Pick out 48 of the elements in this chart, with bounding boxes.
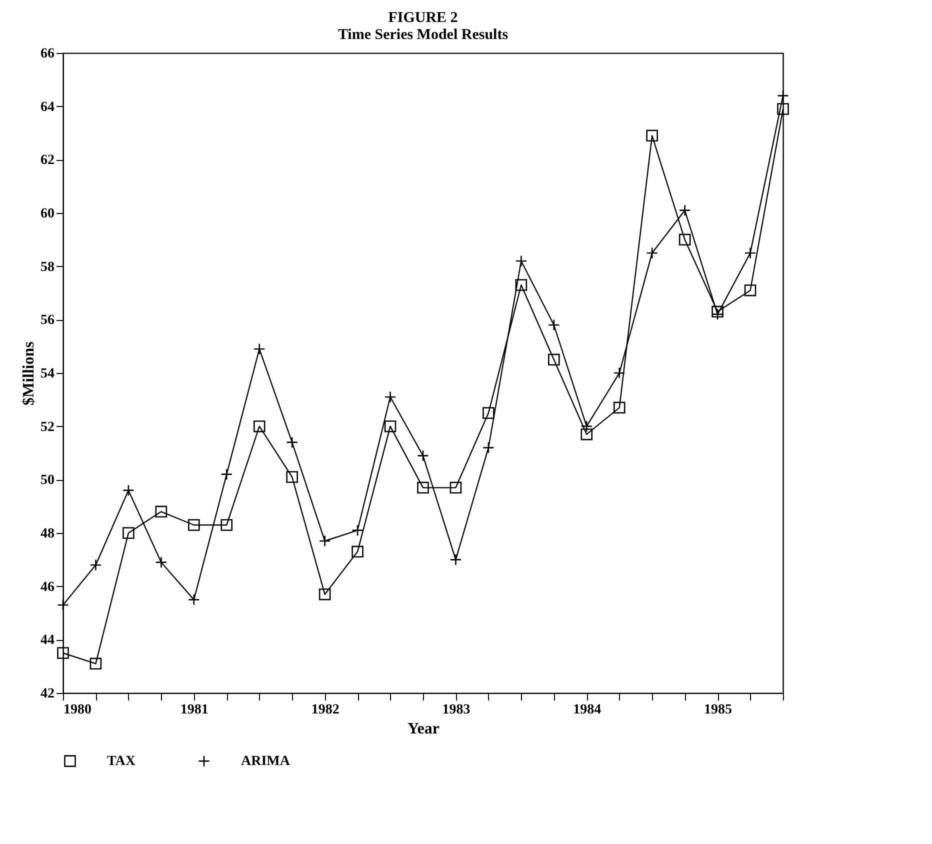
x-tick-label: 1981 — [180, 702, 208, 718]
point — [678, 234, 691, 246]
x-tick-label: 1985 — [704, 702, 732, 718]
x-tick-label: 1984 — [573, 702, 602, 718]
point — [155, 506, 168, 518]
point — [613, 402, 626, 414]
point — [90, 658, 102, 670]
x-axis-title: Year — [408, 720, 440, 738]
y-tick-label: 54 — [40, 366, 54, 382]
point — [712, 306, 724, 318]
point — [646, 130, 658, 142]
y-tick-label: 44 — [40, 633, 54, 648]
x-tick-label: 1980 — [64, 702, 92, 718]
point — [253, 420, 266, 432]
point — [515, 279, 528, 291]
point — [548, 354, 560, 366]
y-tick-label: 64 — [40, 100, 54, 115]
point — [777, 103, 789, 115]
point — [450, 482, 462, 494]
point — [57, 647, 69, 659]
point — [482, 407, 494, 419]
chart-subtitle: Time Series Model Results — [338, 27, 508, 43]
legend-label: TAX — [107, 754, 136, 770]
y-tick-label: 52 — [40, 420, 54, 435]
y-tick-label: 56 — [40, 313, 54, 328]
point — [188, 519, 200, 531]
point — [122, 527, 134, 539]
point — [580, 428, 593, 440]
y-tick-label: 42 — [40, 686, 54, 702]
y-tick-label: 58 — [40, 260, 54, 275]
y-tick-label: 66 — [40, 46, 54, 62]
y-tick-label: 62 — [40, 153, 54, 168]
chart-title: FIGURE 2 — [388, 10, 458, 26]
point — [220, 519, 233, 531]
y-tick-label: 60 — [40, 206, 54, 222]
y-tick-label: 48 — [40, 526, 54, 542]
legend-label: ARIMA — [241, 754, 291, 770]
x-tick-label: 1982 — [311, 702, 340, 718]
y-axis-title: $Millions — [20, 341, 38, 406]
y-tick-label: 50 — [40, 473, 54, 488]
y-tick-label: 46 — [40, 580, 54, 595]
point — [352, 546, 364, 558]
point — [417, 482, 429, 494]
point — [744, 284, 756, 296]
point — [384, 420, 396, 432]
point — [318, 588, 331, 600]
point — [286, 471, 298, 483]
x-tick-label: 1983 — [442, 702, 470, 718]
